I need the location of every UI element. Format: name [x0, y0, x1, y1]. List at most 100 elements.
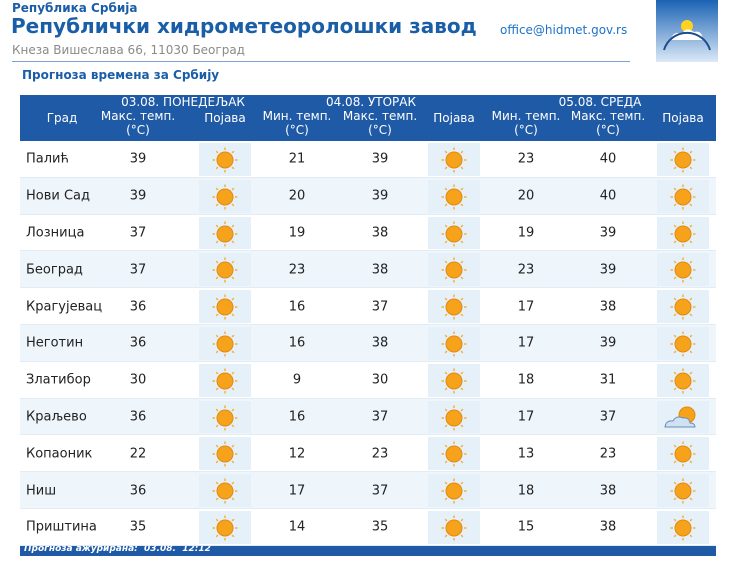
icon-graphic [670, 257, 696, 283]
temperature: 39 [599, 335, 617, 351]
temperature: 23 [517, 262, 535, 278]
weather-icon [199, 179, 251, 213]
logo [656, 0, 718, 62]
column-header: Макс. темп. (°C) [570, 109, 646, 137]
temperature: 38 [599, 483, 617, 499]
weather-icon [657, 216, 709, 250]
temperature: 39 [371, 151, 389, 167]
weather-icon [657, 327, 709, 360]
icon-graphic [441, 515, 467, 541]
weather-icon [428, 216, 480, 250]
column-header: Град [46, 111, 78, 125]
icon-graphic [664, 406, 696, 428]
table-row [20, 325, 716, 362]
subtitle: Прогноза времена за Србију [22, 68, 220, 82]
icon-graphic [670, 221, 696, 247]
temperature: 12 [288, 446, 306, 462]
table-row [20, 509, 716, 546]
temperature: 36 [129, 409, 147, 425]
temperature: 15 [517, 519, 535, 535]
icon-graphic [670, 368, 696, 394]
site-title: Републички хидрометеоролошки завод [11, 14, 477, 38]
weather-icon [199, 253, 251, 287]
city-name: Крагујевац [26, 299, 103, 315]
weather-icon [428, 511, 480, 544]
temperature: 18 [517, 483, 535, 499]
weather-icon [657, 437, 709, 471]
temperature: 39 [599, 262, 617, 278]
icon-graphic [212, 368, 238, 394]
city-name: Копаоник [26, 446, 93, 462]
table-header [20, 95, 716, 141]
temperature: 17 [517, 335, 535, 351]
weather-icon [657, 511, 709, 544]
day-header: 05.08. СРЕДА [558, 95, 642, 109]
temperature: 23 [371, 446, 389, 462]
temperature: 22 [129, 446, 147, 462]
temperature: 20 [288, 188, 306, 204]
temperature: 40 [599, 151, 617, 167]
table-row [20, 398, 716, 436]
country: Република Србија [12, 1, 138, 15]
icon-graphic [212, 405, 238, 431]
icon-graphic [670, 478, 696, 504]
temperature: 19 [288, 225, 306, 241]
city-name: Ниш [26, 483, 57, 499]
icon-graphic [212, 478, 238, 504]
city-name: Приштина [26, 519, 97, 535]
temperature: 35 [371, 519, 389, 535]
temperature: 9 [292, 372, 302, 388]
weather-icon [657, 179, 709, 213]
table-footer [20, 545, 716, 556]
temperature: 37 [371, 483, 389, 499]
weather-icon [199, 327, 251, 360]
city-name: Нови Сад [26, 188, 91, 204]
temperature: 38 [371, 262, 389, 278]
email[interactable]: office@hidmet.gov.rs [500, 23, 628, 37]
temperature: 23 [288, 262, 306, 278]
temperature: 37 [129, 225, 147, 241]
forecast-table: Прогноза ажурирана: 03.08. 12:12 03.08. … [20, 95, 716, 556]
city-name: Београд [26, 262, 83, 278]
day-header: 04.08. УТОРАК [325, 95, 417, 109]
temperature: 16 [288, 299, 306, 315]
icon-graphic [670, 147, 696, 173]
icon-graphic [441, 441, 467, 467]
temperature: 17 [517, 299, 535, 315]
table-row [20, 251, 716, 289]
table-row [20, 361, 716, 399]
temperature: 39 [129, 151, 147, 167]
icon-graphic [212, 441, 238, 467]
update-label: Прогноза ажурирана: [24, 544, 138, 554]
temperature: 37 [371, 409, 389, 425]
temperature: 23 [517, 151, 535, 167]
column-header: Макс. темп. (°C) [342, 109, 418, 137]
update-note: Прогноза ажурирана: 03.08. 12:12 [24, 544, 211, 554]
city-name: Лозница [26, 225, 85, 241]
temperature: 23 [599, 446, 617, 462]
weather-icon [657, 143, 709, 176]
temperature: 17 [517, 409, 535, 425]
weather-icon [199, 216, 251, 250]
temperature: 36 [129, 335, 147, 351]
temperature: 31 [599, 372, 617, 388]
temperature: 18 [517, 372, 535, 388]
icon-graphic [670, 441, 696, 467]
weather-icon [428, 179, 480, 213]
temperature: 30 [371, 372, 389, 388]
icon-graphic [441, 368, 467, 394]
weather-icon [199, 511, 251, 544]
address: Кнеза Вишеслава 66, 11030 Београд [12, 43, 245, 57]
weather-icon [657, 290, 709, 323]
icon-graphic [441, 478, 467, 504]
temperature: 30 [129, 372, 147, 388]
weather-icon [428, 253, 480, 287]
temperature: 37 [129, 262, 147, 278]
column-header: Појава [662, 111, 704, 125]
icon-graphic [212, 515, 238, 541]
weather-icon [199, 474, 251, 507]
header-rule [12, 61, 630, 62]
weather-icon [657, 400, 709, 434]
icon-graphic [212, 184, 238, 210]
